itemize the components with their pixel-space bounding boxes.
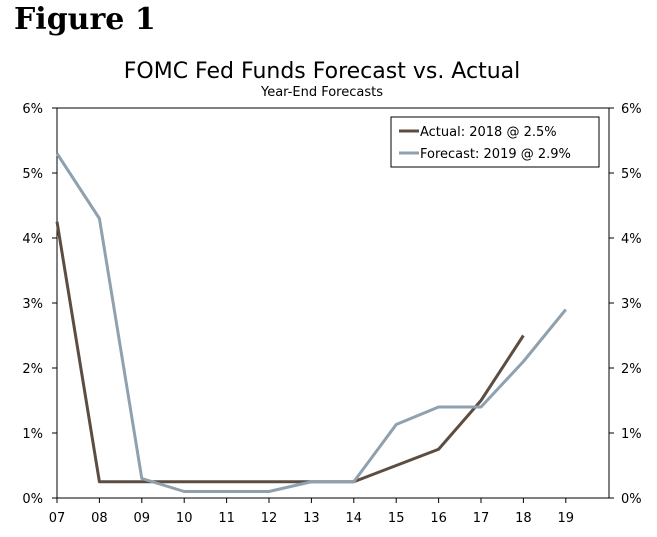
y-tick-label-right: 1% bbox=[621, 427, 642, 442]
legend-label: Forecast: 2019 @ 2.9% bbox=[420, 147, 571, 162]
x-tick-label: 08 bbox=[91, 511, 108, 526]
series-line-forecast bbox=[55, 152, 567, 493]
x-tick-label: 16 bbox=[430, 511, 447, 526]
series-line-actual bbox=[55, 221, 525, 484]
x-tick-label: 15 bbox=[388, 511, 405, 526]
x-tick-label: 17 bbox=[473, 511, 490, 526]
y-tick-label-left: 6% bbox=[22, 102, 43, 117]
x-tick-label: 18 bbox=[515, 511, 532, 526]
y-tick-label-right: 2% bbox=[621, 362, 642, 377]
y-tick-label-left: 5% bbox=[22, 167, 43, 182]
legend-label: Actual: 2018 @ 2.5% bbox=[420, 125, 557, 140]
y-tick-label-right: 6% bbox=[621, 102, 642, 117]
x-tick-label: 09 bbox=[134, 511, 151, 526]
x-tick-label: 07 bbox=[49, 511, 66, 526]
chart-title: FOMC Fed Funds Forecast vs. Actual bbox=[124, 59, 520, 84]
y-tick-label-left: 4% bbox=[22, 232, 43, 247]
x-tick-label: 14 bbox=[346, 511, 363, 526]
y-tick-label-left: 2% bbox=[22, 362, 43, 377]
y-tick-label-right: 4% bbox=[621, 232, 642, 247]
legend-box bbox=[390, 116, 600, 168]
x-tick-label: 12 bbox=[261, 511, 278, 526]
y-tick-label-right: 0% bbox=[621, 492, 642, 507]
x-tick-label: 11 bbox=[218, 511, 235, 526]
figure-label: Figure 1 bbox=[14, 2, 156, 37]
x-tick-label: 13 bbox=[303, 511, 320, 526]
y-tick-label-left: 3% bbox=[22, 297, 43, 312]
y-tick-label-left: 0% bbox=[22, 492, 43, 507]
legend: Actual: 2018 @ 2.5% Forecast: 2019 @ 2.9% bbox=[390, 116, 600, 168]
x-tick-label: 10 bbox=[176, 511, 193, 526]
y-tick-label-right: 5% bbox=[621, 167, 642, 182]
x-tick-label: 19 bbox=[558, 511, 575, 526]
y-tick-label-left: 1% bbox=[22, 427, 43, 442]
y-tick-label-right: 3% bbox=[621, 297, 642, 312]
chart-subtitle: Year-End Forecasts bbox=[260, 85, 383, 100]
